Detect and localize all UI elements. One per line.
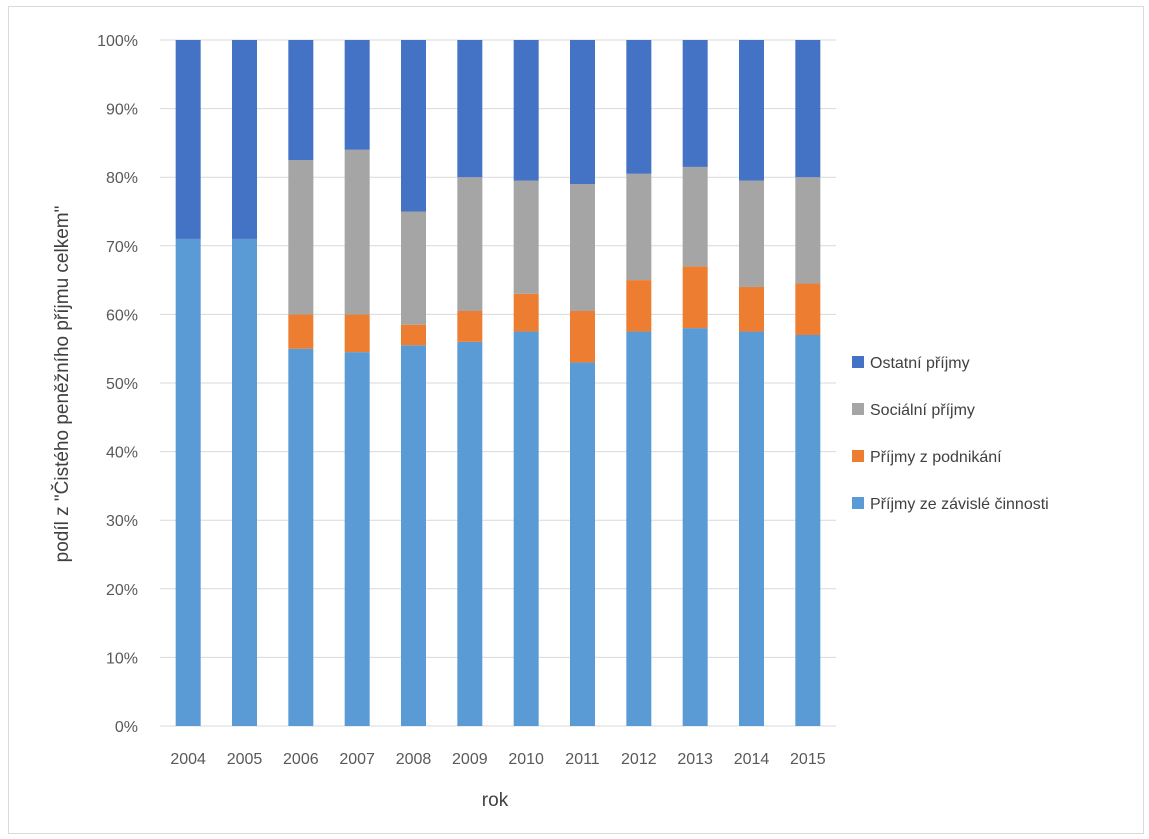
x-axis-title: rok <box>482 790 509 811</box>
bar-segment <box>795 334 821 726</box>
bar-segment <box>739 331 764 726</box>
legend-swatch <box>852 450 864 462</box>
y-tick-label: 10% <box>106 650 138 667</box>
bar-segment <box>175 40 201 239</box>
bar-segment <box>570 310 595 363</box>
bar-segment <box>626 280 652 332</box>
x-tick-label: 2013 <box>677 751 713 768</box>
bar-segment <box>344 314 370 353</box>
bar-segment <box>513 331 539 726</box>
x-tick-label: 2015 <box>790 751 826 768</box>
bar-segment <box>739 180 764 287</box>
bar-segment <box>401 324 426 346</box>
legend-swatch <box>852 356 864 368</box>
bar-segment <box>457 177 483 311</box>
bar-segment <box>682 166 708 267</box>
legend-label: Sociální příjmy <box>870 402 975 419</box>
bar-segment <box>626 40 652 174</box>
legend-label: Příjmy ze závislé činnosti <box>870 496 1049 513</box>
bar-segment <box>513 293 539 332</box>
gridlines <box>160 39 836 727</box>
bar-segment <box>288 40 314 161</box>
x-tick-label: 2006 <box>283 751 319 768</box>
bar-segment <box>175 238 201 726</box>
y-tick-label: 90% <box>106 102 138 119</box>
x-tick-label: 2008 <box>396 751 432 768</box>
y-tick-label: 40% <box>106 445 138 462</box>
x-tick-label: 2011 <box>565 751 600 768</box>
y-axis-tick-labels: 0% 10% 20% 30% 40% 50% 60% 70% 80% 90% 100% <box>97 33 138 736</box>
bar-segment <box>795 177 821 284</box>
y-tick-label: 0% <box>115 719 138 736</box>
y-tick-label: 30% <box>106 513 138 530</box>
y-tick-label: 20% <box>106 582 138 599</box>
legend-swatch <box>852 403 864 415</box>
bar-segment <box>570 184 595 311</box>
bar-segment <box>682 328 708 726</box>
x-tick-label: 2007 <box>339 751 375 768</box>
bar-segment <box>570 362 595 726</box>
bar-segment <box>344 149 370 315</box>
bar-segment <box>457 40 483 178</box>
x-tick-label: 2005 <box>227 751 263 768</box>
y-tick-label: 60% <box>106 307 138 324</box>
bar-segment <box>626 173 652 281</box>
bar-segment <box>513 40 539 181</box>
x-tick-label: 2010 <box>508 751 544 768</box>
bar-segment <box>288 348 314 726</box>
bar-segment <box>795 283 821 335</box>
x-tick-label: 2014 <box>734 751 770 768</box>
bar-segment <box>288 160 314 315</box>
bar-segment <box>795 40 821 178</box>
legend: Ostatní příjmy Sociální příjmy Příjmy z po… <box>852 355 1049 513</box>
bar-segment <box>513 180 539 294</box>
bar-segment <box>739 286 764 332</box>
bar-segment <box>344 40 370 150</box>
bar-segment <box>457 341 483 726</box>
bar-segment <box>232 40 257 239</box>
bar-segment <box>682 266 708 329</box>
x-tick-label: 2012 <box>621 751 657 768</box>
bar-segment <box>739 40 764 181</box>
x-tick-label: 2004 <box>170 751 206 768</box>
bar-segment <box>232 238 257 726</box>
y-tick-label: 70% <box>106 239 138 256</box>
y-tick-label: 100% <box>97 33 138 50</box>
bar-segment <box>288 314 314 349</box>
bar-segment <box>457 310 483 342</box>
x-axis-tick-labels: 2004 2005 2006 2007 2008 2009 2010 2011 2012 2013… <box>170 751 825 768</box>
y-tick-label: 50% <box>106 376 138 393</box>
bar-segment <box>626 331 652 726</box>
bar-segment <box>401 211 426 325</box>
bar-segment <box>570 40 595 185</box>
bar-segment <box>401 345 426 726</box>
legend-swatch <box>852 497 864 509</box>
x-tick-label: 2009 <box>452 751 488 768</box>
bar-segment <box>344 352 370 726</box>
legend-label: Ostatní příjmy <box>870 355 970 372</box>
y-tick-label: 80% <box>106 170 138 187</box>
bar-segment <box>682 40 708 167</box>
y-axis-title: podíl z "Čistého peněžního příjmu celkem… <box>51 206 73 563</box>
legend-label: Příjmy z podnikání <box>870 449 1002 466</box>
bar-segment <box>401 40 426 212</box>
bars <box>175 40 821 726</box>
